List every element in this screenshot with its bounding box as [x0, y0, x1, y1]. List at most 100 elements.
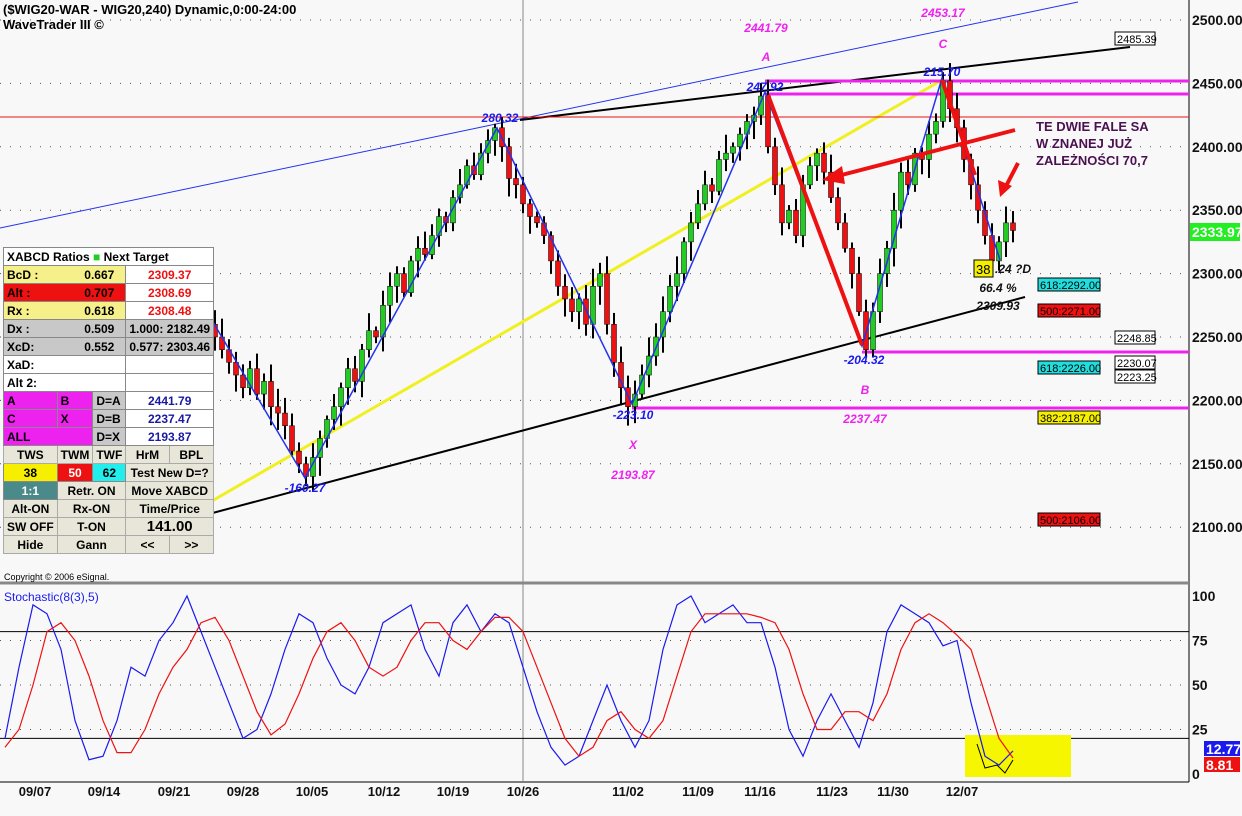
d-equals-x[interactable]: D=X	[92, 427, 127, 446]
test-new-d-button[interactable]: Test New D=?	[125, 463, 215, 482]
bpl-button[interactable]: BPL	[168, 445, 215, 464]
price-tick-label: 2500.00	[1192, 12, 1242, 28]
one-to-one-button[interactable]: 1:1	[3, 481, 58, 500]
swing-b: -204.32	[844, 353, 885, 367]
swing-a: 247.92	[746, 80, 784, 94]
target-alt: 2308.69	[125, 283, 215, 302]
candle	[254, 368, 260, 395]
d-equals-a[interactable]: D=A	[92, 391, 127, 410]
level-box-label: 500:2106.00	[1040, 515, 1101, 527]
rx-on-button[interactable]: Rx-ON	[56, 499, 127, 518]
candle	[597, 273, 603, 287]
target-d-x: 2193.87	[125, 427, 215, 446]
candle	[674, 273, 680, 287]
date-tick-label: 10/26	[507, 784, 540, 799]
highlight-box	[965, 735, 1071, 777]
candle	[513, 178, 519, 186]
price-tick-label: 2450.00	[1192, 75, 1242, 91]
sw-off-button[interactable]: SW OFF	[3, 517, 58, 536]
date-tick-label: 11/09	[682, 784, 714, 799]
candle	[282, 412, 288, 427]
candle	[821, 152, 827, 173]
candle	[366, 330, 372, 350]
candle	[359, 349, 365, 382]
arrow-head-icon	[822, 166, 845, 184]
point-b-button[interactable]: B	[56, 391, 94, 410]
candle	[667, 286, 673, 312]
date-tick-label: 09/07	[19, 784, 52, 799]
point-a-button[interactable]: A	[3, 391, 58, 410]
all-points-button[interactable]: ALL	[2, 427, 94, 446]
candle	[632, 393, 638, 407]
level-box-label: 618:2226.00	[1040, 363, 1101, 375]
stoch-value-box	[1204, 741, 1240, 756]
candle	[492, 127, 498, 141]
tws-button[interactable]: TWS	[3, 445, 58, 464]
ratio-dx: Dx : 0.509	[2, 319, 127, 338]
twf-button[interactable]: TWF	[92, 445, 127, 464]
twm-button[interactable]: TWM	[56, 445, 94, 464]
date-tick-label: 11/02	[612, 784, 644, 799]
red-wave-line-ab	[766, 94, 864, 346]
time-price-value: 141.00	[125, 517, 215, 536]
candle	[569, 298, 575, 312]
move-xabcd-button[interactable]: Move XABCD	[125, 481, 215, 500]
upper-trend-line	[519, 46, 1131, 121]
date-tick-label: 10/12	[368, 784, 401, 799]
ratio-bcd: BcD : 0.667	[2, 265, 127, 284]
point-c-button[interactable]: C	[3, 409, 58, 428]
next-button[interactable]: >>	[168, 535, 215, 554]
level-box	[1037, 277, 1101, 292]
date-tick-label: 12/07	[946, 784, 979, 799]
xabcd-zigzag	[199, 75, 1001, 480]
small-arrow-head-icon	[998, 180, 1012, 197]
stoch-value-label: 8.81	[1206, 757, 1233, 773]
stoch-tick-label: 25	[1192, 722, 1208, 738]
prev-button[interactable]: <<	[125, 535, 170, 554]
candle	[303, 463, 309, 477]
candle	[408, 260, 414, 293]
ratio-50-button[interactable]: 50	[56, 463, 94, 482]
candle	[555, 260, 561, 287]
candle	[352, 368, 358, 382]
point-x-button[interactable]: X	[56, 409, 94, 428]
candle	[835, 197, 841, 224]
hrm-button[interactable]: HrM	[125, 445, 170, 464]
level-box	[1114, 369, 1156, 384]
panel-header: XABCD Ratios ■ Next Target	[2, 247, 215, 266]
level-box-label: 500:2271.00	[1040, 306, 1101, 318]
point-x-price: 2193.87	[610, 468, 656, 482]
candle	[695, 203, 701, 224]
candle	[905, 171, 911, 186]
gann-button[interactable]: Gann	[56, 535, 127, 554]
candle	[450, 197, 456, 224]
candle	[275, 406, 281, 414]
d-percent: 66.4 %	[979, 281, 1017, 295]
retr-button[interactable]: Retr. ON	[56, 481, 127, 500]
stoch-value-box	[1204, 757, 1240, 772]
point-b-price: 2237.47	[842, 412, 888, 426]
ratio-38-button[interactable]: 38	[3, 463, 58, 482]
candle	[527, 203, 533, 217]
alt-on-button[interactable]: Alt-ON	[3, 499, 58, 518]
swing-high-1: 280.32	[481, 111, 519, 125]
ratio-xcd: XcD: 0.552	[2, 337, 127, 356]
copyright: Copyright © 2006 eSignal.	[4, 572, 110, 582]
level-box-label: 2485.39	[1117, 34, 1157, 46]
candle	[464, 165, 470, 186]
t-on-button[interactable]: T-ON	[56, 517, 127, 536]
level-box-label: 618:2292.00	[1040, 280, 1101, 292]
time-price-button[interactable]: Time/Price	[125, 499, 215, 518]
candle	[786, 209, 792, 224]
candle	[548, 235, 554, 262]
d-equals-b[interactable]: D=B	[92, 409, 127, 428]
candle	[261, 381, 267, 395]
candle	[317, 438, 323, 458]
hide-button[interactable]: Hide	[3, 535, 58, 554]
ratio-62-button[interactable]: 62	[92, 463, 127, 482]
price-tick-label: 2200.00	[1192, 392, 1242, 408]
candle	[1010, 222, 1016, 231]
date-tick-label: 11/30	[877, 784, 909, 799]
date-tick-label: 11/16	[744, 784, 776, 799]
